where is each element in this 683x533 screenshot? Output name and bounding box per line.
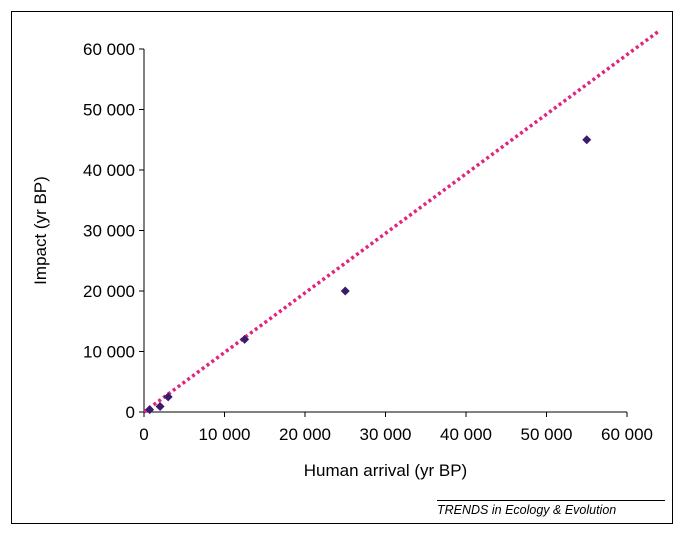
source-credit: TRENDS in Ecology & Evolution xyxy=(437,500,665,517)
figure-frame: 0 10 000 20 000 30 000 40 000 50 000 60 000 0 1… xyxy=(11,11,673,524)
x-axis-title: Human arrival (yr BP) xyxy=(304,461,467,480)
data-points xyxy=(145,135,592,415)
x-tick-label: 40 000 xyxy=(440,425,492,444)
x-tick-label: 30 000 xyxy=(360,425,412,444)
y-axis-title: Impact (yr BP) xyxy=(31,176,50,285)
data-point xyxy=(240,334,250,344)
data-point xyxy=(340,286,350,296)
y-tick-label: 30 000 xyxy=(83,222,135,241)
x-tick-label: 0 xyxy=(139,425,148,444)
y-axis-ticks: 0 10 000 20 000 30 000 40 000 50 000 60 000 xyxy=(83,40,144,422)
scatter-chart: 0 10 000 20 000 30 000 40 000 50 000 60 000 0 1… xyxy=(31,29,661,480)
trendline xyxy=(142,29,661,414)
x-tick-label: 50 000 xyxy=(521,425,573,444)
x-tick-label: 10 000 xyxy=(199,425,251,444)
y-tick-label: 10 000 xyxy=(83,343,135,362)
x-axis-ticks: 0 10 000 20 000 30 000 40 000 50 000 60 000 xyxy=(139,412,653,444)
x-tick-label: 60 000 xyxy=(601,425,653,444)
y-tick-label: 20 000 xyxy=(83,282,135,301)
y-tick-label: 60 000 xyxy=(83,40,135,59)
data-point xyxy=(582,135,592,145)
x-tick-label: 20 000 xyxy=(279,425,331,444)
y-tick-label: 0 xyxy=(126,403,135,422)
y-tick-label: 40 000 xyxy=(83,161,135,180)
y-tick-label: 50 000 xyxy=(83,101,135,120)
data-point xyxy=(155,402,165,412)
data-point xyxy=(145,405,155,415)
data-point xyxy=(163,392,173,402)
